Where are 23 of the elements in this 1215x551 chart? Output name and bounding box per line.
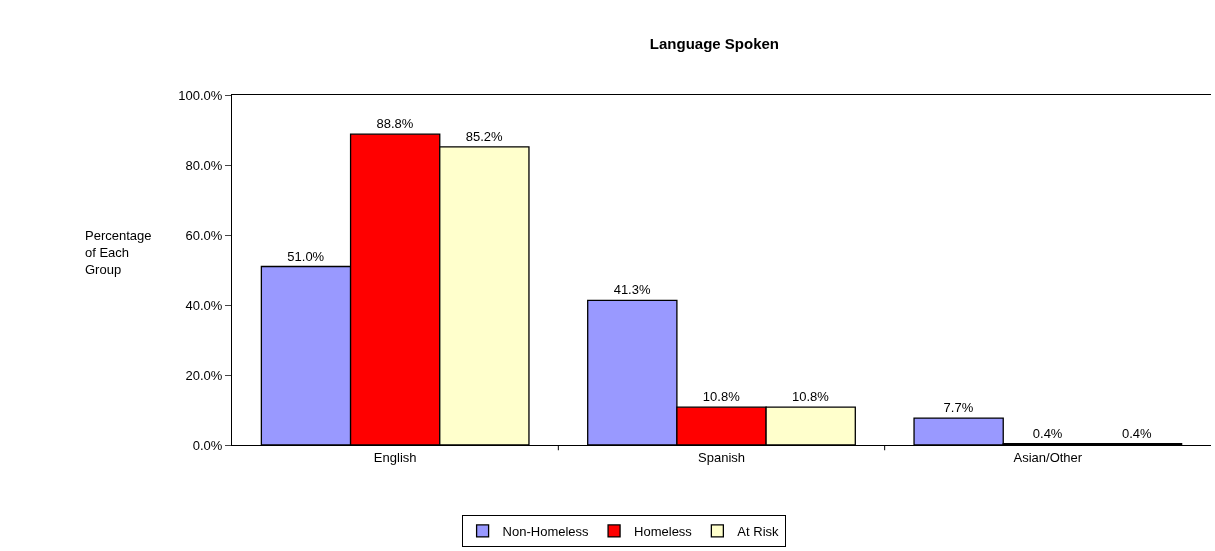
- legend-label: Non-Homeless: [502, 524, 590, 540]
- legend-label: Homeless: [634, 524, 693, 540]
- x-tick-label: Asian/Other: [1013, 449, 1083, 465]
- data-label: 85.2%: [465, 128, 504, 144]
- x-tick-label: English: [373, 449, 417, 465]
- chart-title: Language Spoken: [649, 35, 780, 53]
- y-tick-label: 100.0%: [178, 87, 223, 103]
- data-label: 10.8%: [702, 389, 741, 405]
- data-label: 41.3%: [613, 282, 651, 298]
- y-tick-label: 60.0%: [185, 227, 223, 243]
- data-label: 10.8%: [792, 389, 830, 405]
- y-tick-label: 0.0%: [192, 437, 223, 453]
- data-label: 0.4%: [1121, 425, 1153, 441]
- data-label: 51.0%: [287, 248, 325, 264]
- y-tick-label: 40.0%: [185, 297, 223, 313]
- data-label: 7.7%: [943, 400, 974, 416]
- data-label: 88.8%: [376, 116, 414, 132]
- y-tick-label: 80.0%: [185, 157, 223, 173]
- legend-label: At Risk: [737, 524, 780, 540]
- y-axis-title: Percentage of Each Group: [85, 228, 152, 277]
- x-tick-label: Spanish: [698, 449, 745, 465]
- y-tick-label: 20.0%: [185, 367, 223, 383]
- data-label: 0.4%: [1032, 425, 1063, 441]
